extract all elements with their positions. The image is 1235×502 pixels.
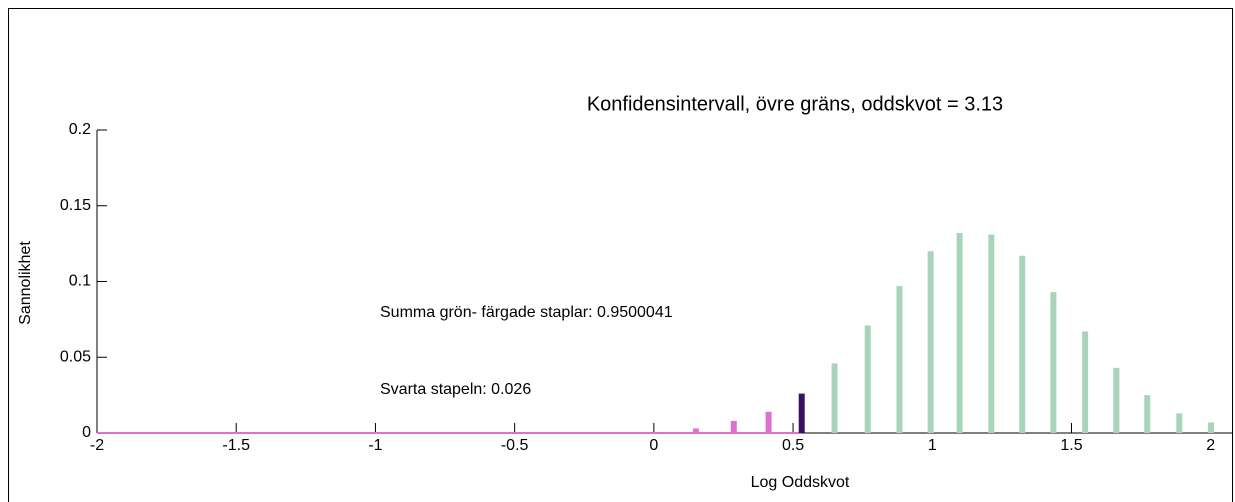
- x-tick-label: -1: [368, 437, 382, 454]
- y-axis-label: Sannolikhet: [17, 241, 34, 325]
- y-tick-label: 0: [82, 424, 91, 441]
- bar: [1113, 367, 1120, 433]
- bar: [1144, 395, 1151, 433]
- x-tick-label: 2: [1206, 437, 1215, 454]
- y-tick-label: 0.2: [69, 121, 91, 138]
- annotation: Svarta stapeln: 0.026: [380, 381, 531, 398]
- x-tick-label: -1.5: [222, 437, 250, 454]
- x-axis-label: Log Oddskvot: [751, 474, 850, 491]
- bar: [1208, 422, 1215, 433]
- bar: [988, 234, 995, 433]
- chart-title: Konfidensintervall, övre gräns, oddskvot…: [587, 93, 1003, 115]
- x-tick-label: -2: [90, 437, 104, 454]
- x-tick-label: 0.5: [782, 437, 804, 454]
- bar: [730, 420, 737, 433]
- x-tick-label: 1: [928, 437, 937, 454]
- bar: [927, 251, 934, 433]
- bar: [1050, 292, 1057, 433]
- x-tick-label: -0.5: [501, 437, 529, 454]
- figure-frame: [8, 8, 1233, 502]
- bar: [864, 325, 871, 433]
- bar: [1019, 255, 1026, 433]
- bar: [798, 393, 805, 433]
- bar: [831, 363, 838, 433]
- x-tick-label: 0: [649, 437, 658, 454]
- bar: [956, 233, 963, 433]
- bar: [692, 428, 699, 433]
- y-tick-label: 0.15: [60, 197, 91, 214]
- bar: [765, 411, 772, 433]
- y-tick-label: 0.1: [69, 273, 91, 290]
- x-tick-label: 1.5: [1060, 437, 1082, 454]
- annotation: Summa grön- färgade staplar: 0.9500041: [380, 304, 673, 321]
- bar: [896, 286, 903, 433]
- y-tick-label: 0.05: [60, 348, 91, 365]
- bar: [1082, 331, 1089, 433]
- bar: [1176, 413, 1183, 433]
